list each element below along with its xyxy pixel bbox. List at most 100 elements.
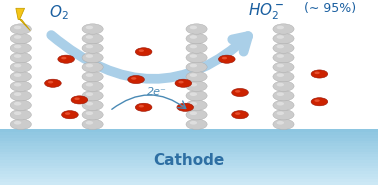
Bar (0, 163, 378, 166)
Circle shape (186, 110, 207, 120)
Circle shape (58, 55, 74, 63)
Circle shape (71, 96, 88, 104)
Circle shape (180, 105, 186, 107)
Circle shape (273, 33, 294, 44)
Circle shape (277, 26, 284, 29)
Circle shape (186, 43, 207, 53)
Circle shape (10, 43, 31, 53)
Circle shape (14, 111, 21, 115)
Circle shape (190, 121, 197, 125)
Circle shape (232, 111, 248, 119)
Text: 2e⁻: 2e⁻ (147, 87, 167, 97)
Circle shape (10, 33, 31, 44)
Circle shape (14, 54, 21, 58)
Circle shape (65, 112, 70, 115)
Circle shape (218, 55, 235, 63)
Circle shape (10, 24, 31, 34)
Circle shape (14, 26, 21, 29)
Circle shape (273, 62, 294, 72)
Circle shape (186, 52, 207, 63)
Circle shape (186, 81, 207, 91)
Circle shape (273, 71, 294, 82)
Circle shape (277, 121, 284, 125)
Circle shape (135, 48, 152, 56)
Bar (0, 138, 378, 141)
Bar (0, 143, 378, 146)
Circle shape (277, 54, 284, 58)
Circle shape (86, 121, 93, 125)
Text: $\mathit{HO_2^{\,\mathbf{-}}}$: $\mathit{HO_2^{\,\mathbf{-}}}$ (248, 2, 284, 22)
Bar (0, 146, 378, 149)
Bar (0, 171, 378, 174)
Circle shape (10, 119, 31, 130)
Text: $\mathit{O_2}$: $\mathit{O_2}$ (49, 4, 68, 22)
Circle shape (186, 33, 207, 44)
Circle shape (273, 90, 294, 101)
Circle shape (86, 35, 93, 39)
Circle shape (314, 72, 320, 74)
Circle shape (311, 70, 328, 78)
Circle shape (273, 110, 294, 120)
Circle shape (277, 83, 284, 86)
Circle shape (186, 71, 207, 82)
Circle shape (222, 57, 227, 59)
Circle shape (190, 83, 197, 86)
Circle shape (190, 54, 197, 58)
Text: Cathode: Cathode (153, 152, 225, 168)
Circle shape (86, 111, 93, 115)
FancyArrowPatch shape (112, 95, 186, 109)
Circle shape (273, 119, 294, 130)
Bar (0, 160, 378, 163)
Bar (0, 149, 378, 152)
Bar (0, 152, 378, 154)
Circle shape (277, 73, 284, 77)
Circle shape (86, 54, 93, 58)
Circle shape (10, 52, 31, 63)
Circle shape (10, 110, 31, 120)
Circle shape (82, 43, 103, 53)
Circle shape (139, 105, 144, 107)
Circle shape (82, 62, 103, 72)
Circle shape (10, 81, 31, 91)
Circle shape (277, 92, 284, 96)
Circle shape (190, 73, 197, 77)
Circle shape (61, 57, 67, 59)
Circle shape (86, 83, 93, 86)
Circle shape (190, 64, 197, 67)
Circle shape (82, 52, 103, 63)
Circle shape (277, 111, 284, 115)
Circle shape (14, 64, 21, 67)
Circle shape (10, 100, 31, 110)
FancyArrowPatch shape (51, 35, 248, 79)
Bar (0, 176, 378, 179)
Circle shape (14, 83, 21, 86)
Circle shape (14, 45, 21, 48)
Circle shape (277, 35, 284, 39)
Circle shape (314, 99, 320, 102)
Circle shape (82, 90, 103, 101)
Circle shape (86, 45, 93, 48)
Bar (0, 165, 378, 168)
Circle shape (139, 49, 144, 52)
Circle shape (82, 24, 103, 34)
Circle shape (177, 103, 194, 111)
Bar (0, 168, 378, 171)
Circle shape (235, 112, 240, 115)
Bar (0, 135, 378, 138)
Circle shape (190, 26, 197, 29)
Circle shape (277, 102, 284, 105)
Circle shape (273, 81, 294, 91)
Circle shape (186, 100, 207, 110)
Circle shape (82, 110, 103, 120)
Circle shape (128, 75, 144, 84)
Circle shape (186, 90, 207, 101)
Circle shape (273, 43, 294, 53)
Circle shape (14, 121, 21, 125)
Circle shape (14, 35, 21, 39)
Circle shape (131, 77, 136, 80)
Bar (0, 174, 378, 177)
Circle shape (45, 79, 61, 87)
Circle shape (273, 24, 294, 34)
Text: (∼ 95%): (∼ 95%) (304, 2, 356, 15)
Circle shape (178, 81, 184, 83)
